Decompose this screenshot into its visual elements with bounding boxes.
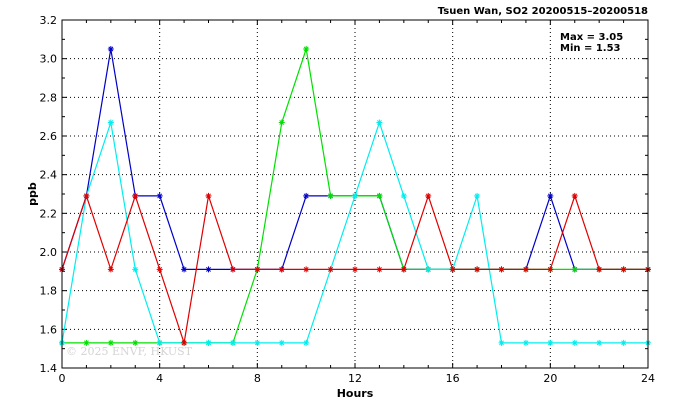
series-4 — [59, 192, 651, 346]
y-axis-title: ppb — [26, 182, 39, 206]
y-tick-label: 2.4 — [40, 169, 58, 182]
data-point-marker — [156, 192, 163, 199]
axes: 0 4 8 12 16 20 24 1.4 1.6 1.8 2.0 2.2 2.4 2.6 2.8 3.0 3.… — [40, 14, 656, 385]
data-point-marker — [278, 119, 285, 126]
data-point-marker — [547, 266, 554, 273]
data-point-marker — [547, 192, 554, 199]
data-point-marker — [254, 266, 261, 273]
data-point-marker — [352, 266, 358, 273]
x-tick-label: 4 — [156, 372, 163, 385]
data-point-marker — [107, 266, 114, 273]
plot-frame — [61, 19, 649, 369]
data-point-marker — [620, 266, 627, 273]
data-point-marker — [229, 339, 236, 346]
x-tick-label: 16 — [446, 372, 460, 385]
data-point-marker — [205, 339, 212, 346]
max-label: Max = 3.05 — [560, 32, 623, 43]
data-point-marker — [376, 266, 383, 273]
data-point-marker — [596, 339, 603, 346]
y-tick-label: 1.6 — [40, 323, 58, 336]
data-point-marker — [376, 192, 383, 199]
data-point-marker — [474, 266, 481, 273]
data-point-marker — [107, 339, 114, 346]
y-tick-label: 2.8 — [40, 91, 58, 104]
watermark: © 2025 ENVF, HKUST — [66, 345, 193, 358]
grid — [62, 20, 648, 368]
series-layer — [59, 46, 651, 346]
data-point-marker — [498, 266, 505, 273]
data-point-marker — [571, 339, 578, 346]
data-point-marker — [425, 192, 432, 199]
y-tick-label: 2.2 — [40, 207, 58, 220]
data-point-marker — [327, 266, 334, 273]
data-point-marker — [449, 266, 456, 273]
data-point-marker — [181, 339, 188, 346]
data-point-marker — [107, 119, 114, 126]
data-point-marker — [425, 266, 432, 273]
data-point-marker — [303, 192, 310, 199]
y-tick-label: 3.2 — [40, 14, 58, 27]
data-point-marker — [107, 46, 114, 52]
data-point-marker — [522, 266, 529, 273]
data-point-marker — [352, 192, 358, 199]
data-point-marker — [303, 46, 310, 52]
data-point-marker — [156, 266, 163, 273]
data-point-marker — [83, 192, 90, 199]
data-point-marker — [303, 266, 310, 273]
x-tick-label: 24 — [641, 372, 655, 385]
data-point-marker — [400, 192, 407, 199]
data-point-marker — [376, 119, 383, 126]
data-point-marker — [83, 339, 90, 346]
x-tick-label: 8 — [254, 372, 261, 385]
data-point-marker — [474, 192, 481, 199]
y-tick-label: 1.8 — [40, 285, 58, 298]
y-tick-label: 2.6 — [40, 130, 58, 143]
y-tick-label: 2.0 — [40, 246, 58, 259]
data-point-marker — [596, 266, 603, 273]
data-point-marker — [132, 339, 139, 346]
series-1 — [59, 46, 651, 273]
data-point-marker — [205, 266, 212, 273]
data-point-marker — [327, 192, 334, 199]
x-tick-label: 12 — [348, 372, 362, 385]
y-tick-label: 1.4 — [40, 362, 58, 375]
x-tick-label: 0 — [59, 372, 66, 385]
x-tick-label: 20 — [543, 372, 557, 385]
data-point-marker — [181, 266, 188, 273]
data-point-marker — [303, 339, 310, 346]
data-point-marker — [156, 339, 163, 346]
data-point-marker — [547, 339, 554, 346]
data-point-marker — [620, 339, 627, 346]
data-point-marker — [254, 339, 261, 346]
data-point-marker — [571, 192, 578, 199]
data-point-marker — [278, 266, 285, 273]
data-point-marker — [132, 192, 139, 199]
data-point-marker — [205, 192, 212, 199]
data-point-marker — [132, 266, 139, 273]
data-point-marker — [400, 266, 407, 273]
data-point-marker — [498, 339, 505, 346]
x-axis-title: Hours — [337, 387, 374, 400]
data-point-marker — [522, 339, 529, 346]
data-point-marker — [278, 339, 285, 346]
min-label: Min = 1.53 — [560, 43, 621, 54]
data-point-marker — [229, 266, 236, 273]
data-point-marker — [571, 266, 578, 273]
y-tick-label: 3.0 — [40, 53, 58, 66]
chart-title: Tsuen Wan, SO2 20200515–20200518 — [438, 6, 648, 17]
